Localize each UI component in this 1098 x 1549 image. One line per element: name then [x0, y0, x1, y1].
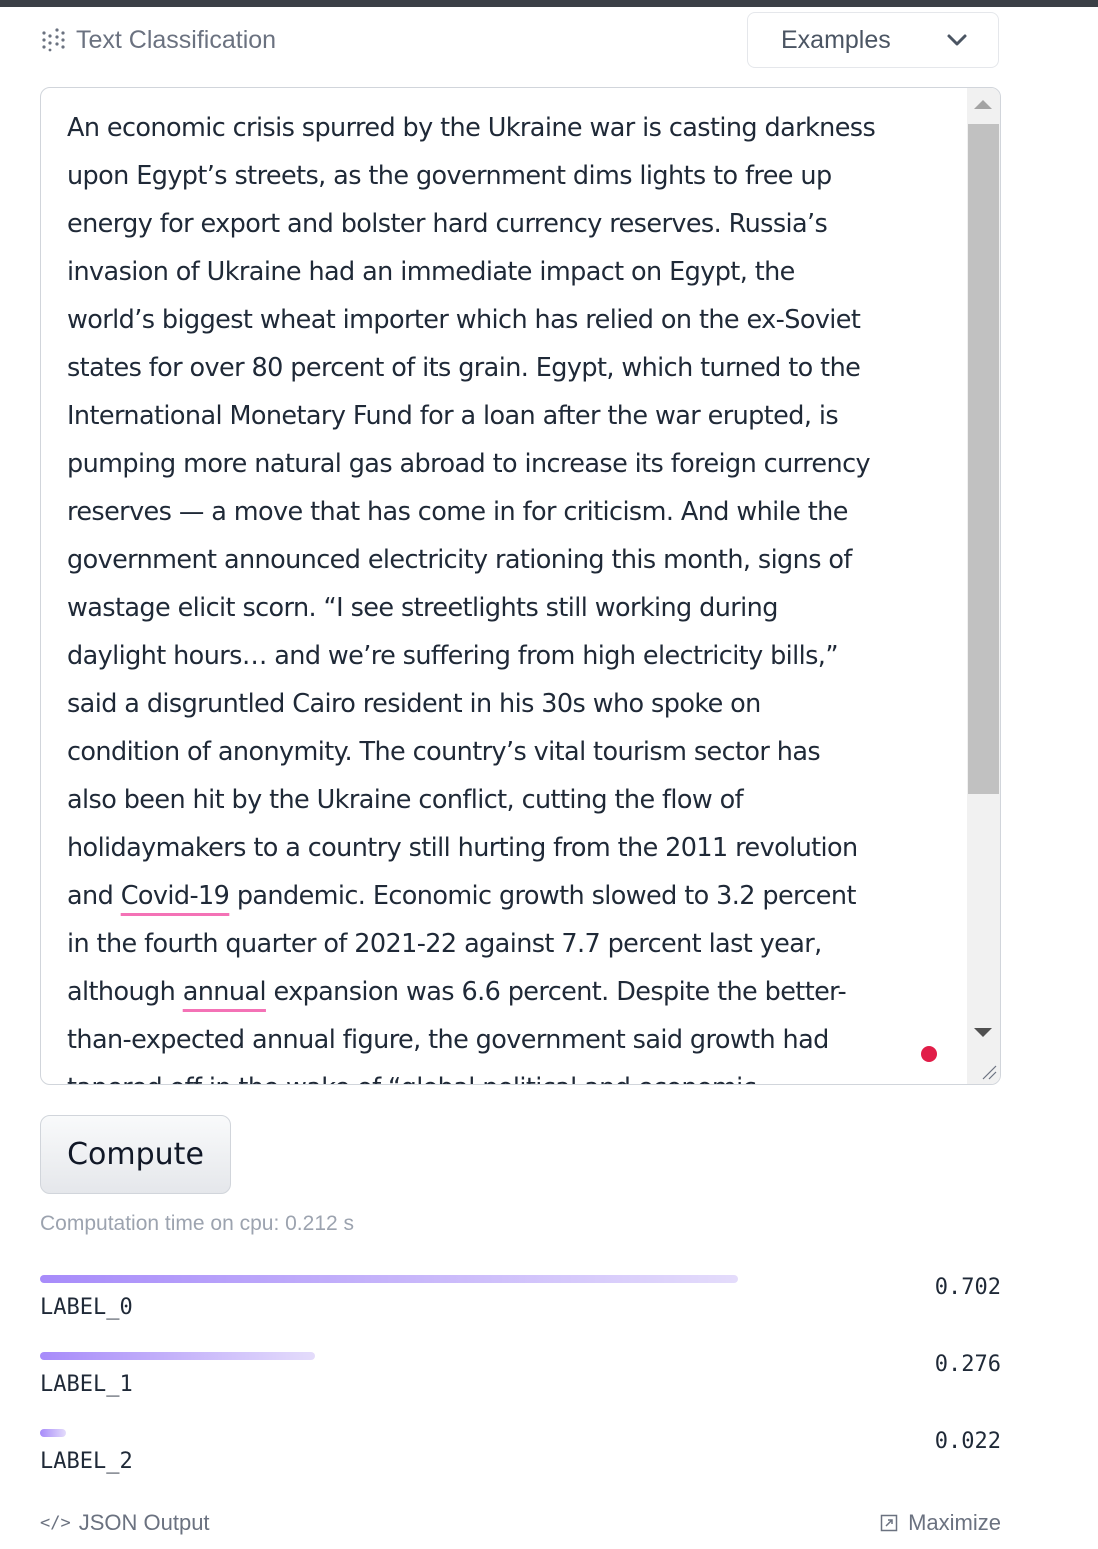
result-label: LABEL_0: [40, 1295, 133, 1320]
confidence-bar: [40, 1429, 66, 1437]
result-row: LABEL_0 0.702: [40, 1275, 1001, 1345]
result-row: LABEL_1 0.276: [40, 1352, 1001, 1422]
examples-label: Examples: [781, 25, 891, 54]
examples-dropdown[interactable]: Examples: [747, 12, 999, 68]
result-score: 0.022: [934, 1429, 1001, 1454]
json-output-label: JSON Output: [78, 1510, 210, 1535]
maximize-icon: [880, 1514, 898, 1532]
record-dot-icon: [921, 1046, 937, 1062]
scrollbar-thumb[interactable]: [968, 124, 999, 794]
result-label: LABEL_2: [40, 1449, 133, 1474]
spellcheck-word: annual: [182, 977, 267, 1007]
result-score: 0.702: [934, 1275, 1001, 1300]
chevron-down-icon: [947, 34, 967, 46]
computation-time: Computation time on cpu: 0.212 s: [40, 1212, 355, 1235]
scroll-down-arrow-icon[interactable]: [974, 1028, 992, 1037]
result-label: LABEL_1: [40, 1372, 133, 1397]
maximize-button[interactable]: Maximize: [880, 1510, 1001, 1536]
input-text[interactable]: An economic crisis spurred by the Ukrain…: [67, 104, 957, 1084]
widget-grid-icon: [42, 28, 65, 52]
json-output-button[interactable]: </> JSON Output: [40, 1510, 210, 1536]
resize-grip-icon[interactable]: [981, 1064, 997, 1080]
text-input-area[interactable]: An economic crisis spurred by the Ukrain…: [40, 87, 1001, 1085]
input-text-segment: pandemic. Economic growth slowed to 3.2 …: [67, 881, 856, 1007]
input-text-segment: An economic crisis spurred by the Ukrain…: [67, 113, 876, 911]
maximize-label: Maximize: [908, 1510, 1001, 1535]
widget-header: Text Classification: [40, 20, 276, 60]
spellcheck-word: Covid-19: [120, 881, 230, 911]
scroll-up-arrow-icon[interactable]: [974, 100, 992, 109]
task-title: Text Classification: [76, 25, 277, 54]
confidence-bar: [40, 1275, 738, 1283]
result-row: LABEL_2 0.022: [40, 1429, 1001, 1499]
compute-button[interactable]: Compute: [40, 1115, 231, 1194]
input-text-segment: expansion was 6.6 percent. Despite the b…: [67, 977, 847, 1084]
result-score: 0.276: [934, 1352, 1001, 1377]
confidence-bar: [40, 1352, 315, 1360]
code-icon: </>: [40, 1513, 71, 1533]
top-bar: [0, 0, 1098, 7]
